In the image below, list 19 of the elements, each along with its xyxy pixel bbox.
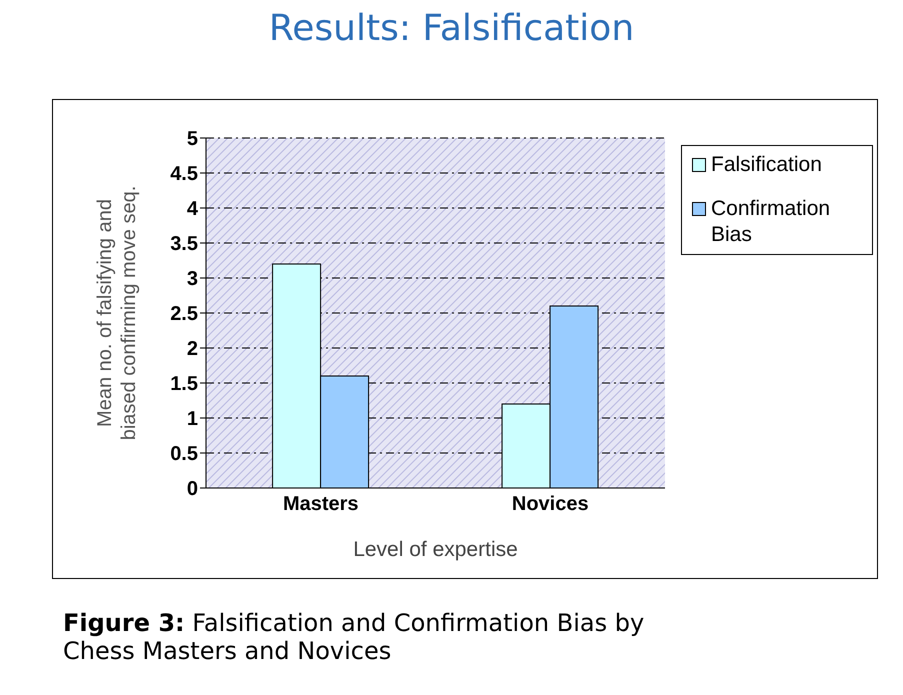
y-tick-label: 3.5 [170,233,198,256]
chart-title: Results: Falsification [268,8,636,51]
y-tick-label: 1 [186,408,198,430]
y-tick-label: 3 [186,268,198,290]
y-tick-label: 0.5 [170,443,198,466]
y-tick-label: 0 [186,478,198,500]
y-tick-label: 4 [186,198,199,220]
legend-label: Falsification [711,152,822,178]
y-tick-label: 2.5 [170,303,198,326]
y-tick-label: 4.5 [170,163,198,186]
y-axis-title: Mean no. of falsifying and biased confirming move seq. [94,186,140,440]
y-tick-label: 2 [186,338,198,360]
legend-label: Confirmation Bias [711,196,832,248]
x-axis-title: Level of expertise [353,538,518,561]
y-tick-label: 1.5 [170,373,198,396]
caption: Figure 3: Falsification and Confirmation Bias by Chess Masters and Novices [63,609,646,665]
x-tick-label: Novices [512,493,589,516]
y-tick-label: 5 [186,128,198,150]
x-tick-label: Masters [282,493,359,516]
